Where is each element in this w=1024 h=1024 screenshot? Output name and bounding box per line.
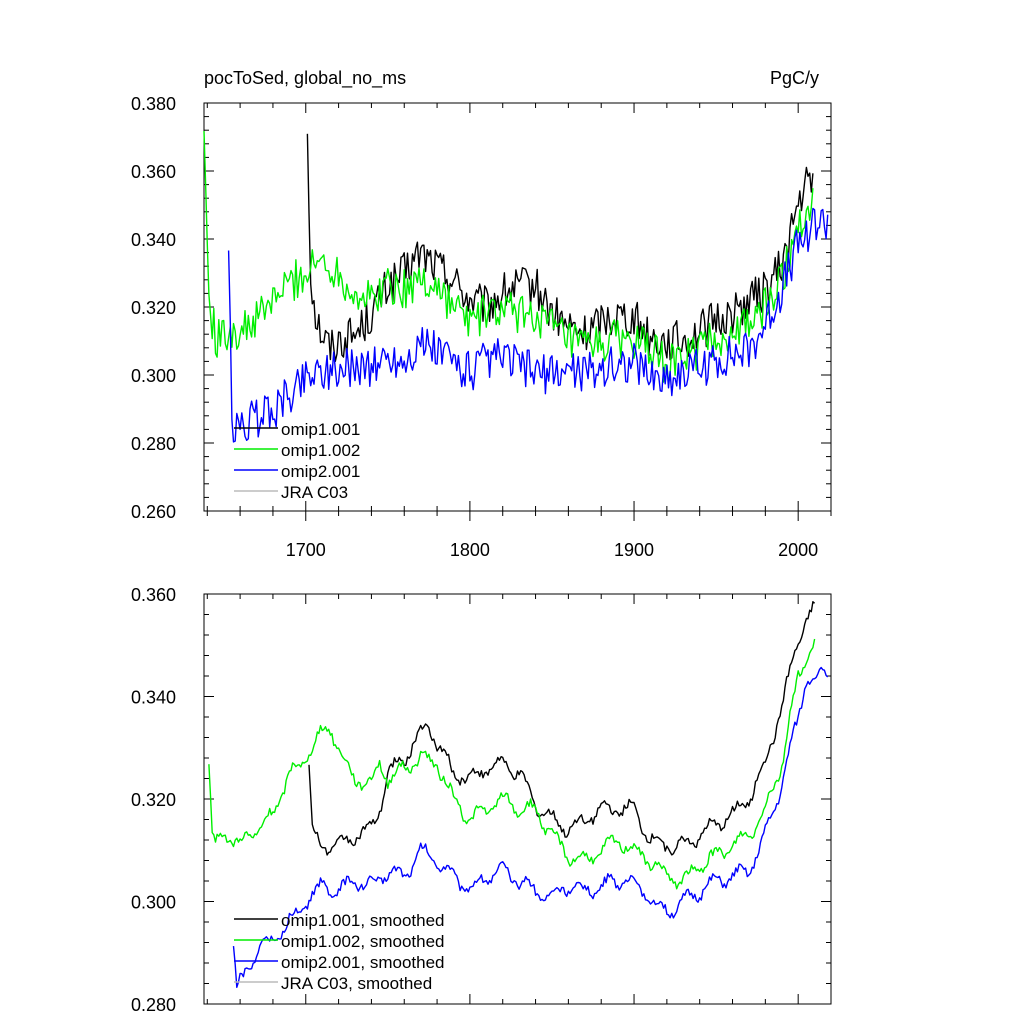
y-tick-label: 0.260 <box>131 502 176 522</box>
legend-label: omip1.002 <box>281 441 360 460</box>
y-tick-label: 0.320 <box>131 790 176 810</box>
y-tick-label: 0.340 <box>131 688 176 708</box>
y-tick-label: 0.280 <box>131 434 176 454</box>
series-line-omip1-002 <box>203 130 814 383</box>
y-tick-label: 0.360 <box>131 162 176 182</box>
y-tick-label: 0.360 <box>131 585 176 605</box>
y-tick-label: 0.380 <box>131 94 176 114</box>
y-tick-label: 0.300 <box>131 366 176 386</box>
x-tick-label: 1900 <box>614 540 654 560</box>
legend-label: omip2.001, smoothed <box>281 953 445 972</box>
x-tick-label: 1700 <box>286 540 326 560</box>
bottom-chart-panel: 0.280 0.300 0.320 0.340 0.360 omip1.001, smoo… <box>131 585 832 1015</box>
top-left-title: pocToSed, global_no_ms <box>204 68 406 89</box>
series-line-omip1-001 <box>306 133 814 363</box>
legend-label: omip1.001 <box>281 420 360 439</box>
legend-label: omip1.002, smoothed <box>281 932 445 951</box>
legend-label: omip1.001, smoothed <box>281 911 445 930</box>
x-tick-label: 2000 <box>778 540 818 560</box>
series-line-omip2-001 <box>227 207 829 443</box>
y-tick-label: 0.340 <box>131 230 176 250</box>
legend-label: JRA C03 <box>281 483 348 502</box>
legend-label: JRA C03, smoothed <box>281 974 432 993</box>
series-line-omip1-002-smoothed <box>208 638 816 890</box>
x-tick-label: 1800 <box>450 540 490 560</box>
top-chart-panel: 0.260 0.280 0.300 0.320 0.340 0.360 0.380 1700 1… <box>131 94 832 560</box>
top-right-title: PgC/y <box>770 68 819 88</box>
y-tick-label: 0.300 <box>131 893 176 913</box>
legend-label: omip2.001 <box>281 462 360 481</box>
y-tick-label: 0.280 <box>131 995 176 1015</box>
series-line-omip2-001-smoothed <box>232 666 829 988</box>
series-line-omip1-001-smoothed <box>308 601 816 856</box>
y-tick-label: 0.320 <box>131 298 176 318</box>
